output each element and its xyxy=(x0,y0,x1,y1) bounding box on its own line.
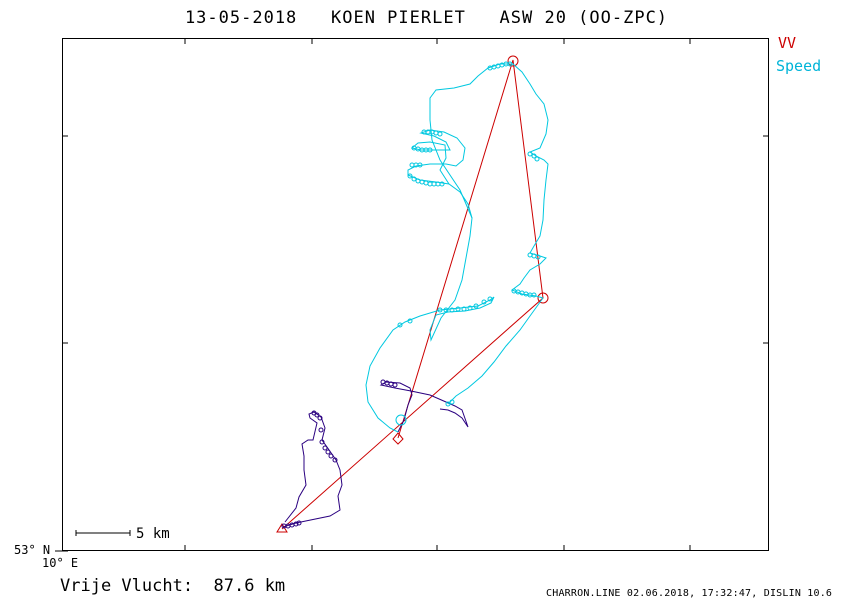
latitude-label: 53° N xyxy=(14,543,51,557)
map-title: 13-05-2018 KOEN PIERLET ASW 20 (OO-ZPC) xyxy=(184,8,669,28)
legend-vv: VV xyxy=(778,34,797,52)
scale-bar xyxy=(75,530,131,536)
track-fast xyxy=(365,63,549,433)
longitude-label: 10° E xyxy=(42,556,79,570)
legend-speed: Speed xyxy=(776,57,822,75)
distance-text: Vrije Vlucht: 87.6 km xyxy=(60,576,286,596)
thermal-markers xyxy=(281,61,541,529)
map-frame xyxy=(62,38,769,551)
track-slow xyxy=(282,381,469,528)
task-route xyxy=(276,55,549,533)
axis-ticks xyxy=(55,38,769,552)
footer-text: CHARRON.LINE 02.06.2018, 17:32:47, DISLI… xyxy=(546,588,833,599)
scale-bar-label: 5 km xyxy=(136,526,170,542)
